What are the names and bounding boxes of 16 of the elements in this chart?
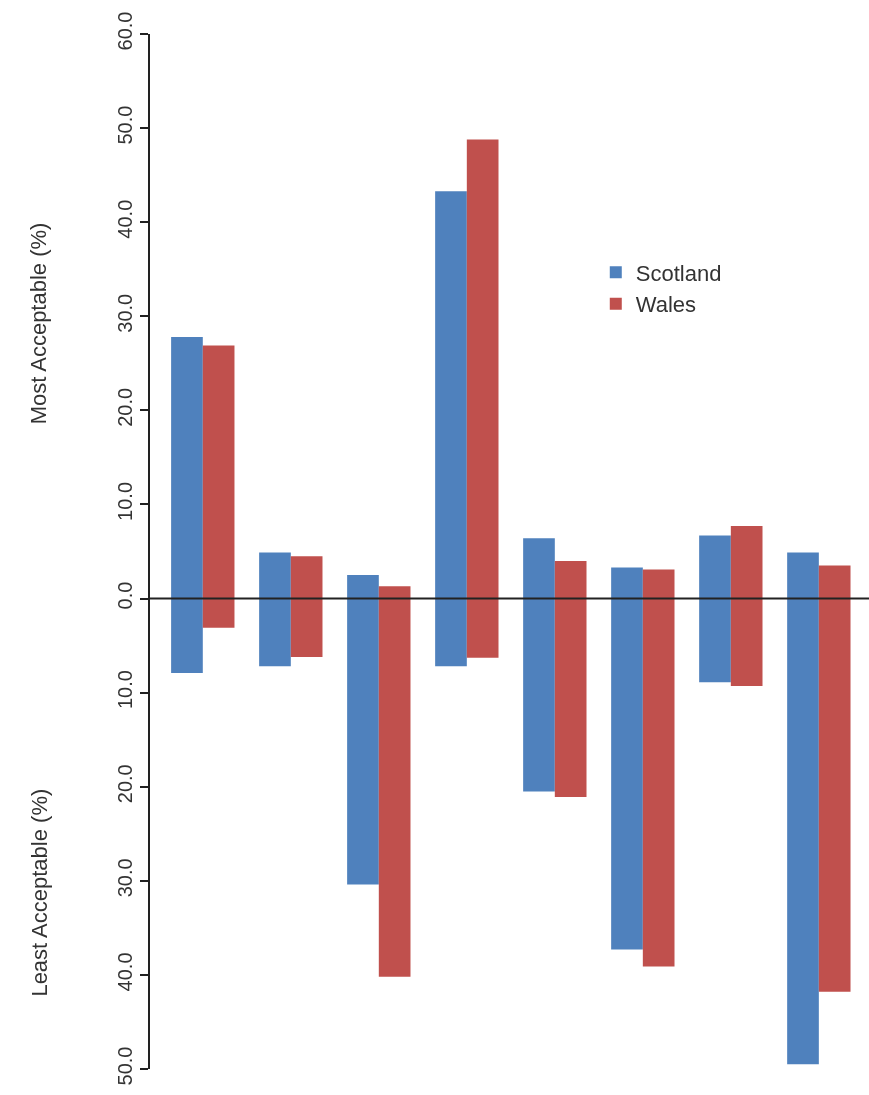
y-tick-label: 30.0: [114, 858, 136, 898]
legend-label: Scotland: [635, 260, 722, 286]
legend-label: Wales: [635, 292, 697, 318]
text: Least Acceptable (%): [26, 788, 52, 997]
y-tick-label: 10.0: [114, 670, 136, 710]
y-tick-label: 20.0: [114, 387, 136, 427]
y-tick-label: 30.0: [114, 293, 136, 333]
y-tick-label: 0.0: [114, 581, 136, 610]
y-tick-label: 50.0: [114, 105, 136, 145]
y-tick-label: 40.0: [114, 199, 136, 239]
y-tick-label: 10.0: [114, 481, 136, 521]
y-tick-label: 50.0: [114, 1046, 136, 1086]
y-tick-label: 60.0: [114, 11, 136, 51]
y-tick-label: 40.0: [114, 952, 136, 992]
y-axis-title: Most Acceptable (%): [25, 222, 51, 425]
y-tick-label: 20.0: [114, 764, 136, 804]
